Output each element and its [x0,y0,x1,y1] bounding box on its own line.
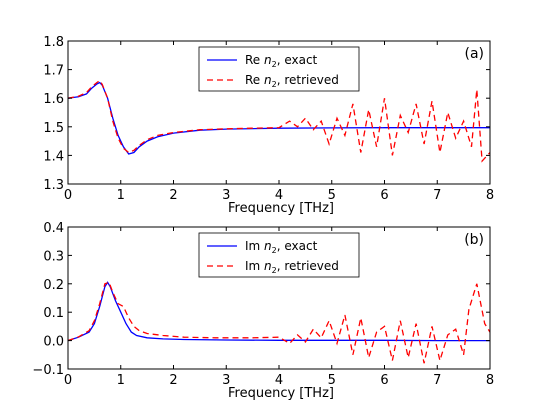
y-tick-label: 1.6 [43,92,64,107]
x-tick-label: 8 [486,188,494,203]
x-tick-label: 7 [433,188,441,203]
panel-label: (b) [464,232,484,248]
x-axis-label: Frequency [THz] [228,201,334,216]
x-tick-label: 4 [275,373,283,388]
y-tick-label: 1.4 [43,149,64,164]
x-tick-label: 2 [169,373,177,388]
legend: Re n2, exact Re n2, retrieved [198,46,360,92]
chart-panel-a: 0 1 2 3 4 5 6 7 8 1.3 1.4 1.5 1.6 1.7 1.8 Frequency [TH… [43,35,494,216]
x-tick-label: 3 [222,373,230,388]
y-tick-label: 0.2 [43,278,64,293]
y-tick-label: 1.5 [43,121,64,136]
x-tick-label: 3 [222,188,230,203]
legend-box [198,232,360,278]
legend-box [198,46,360,92]
x-tick-label: 0 [64,373,72,388]
y-tick-label: 0.3 [43,249,64,264]
chart-panel-b: 0 1 2 3 4 5 6 7 8 −0.1 0.0 0.1 0.2 0.3 0.4 Frequency [T… [32,221,494,401]
x-tick-label: 8 [486,373,494,388]
x-tick-label: 1 [117,373,125,388]
x-tick-label: 5 [328,188,336,203]
legend-entry: Re n2, exact [245,53,318,69]
legend: Im n2, exact Im n2, retrieved [198,232,360,278]
x-tick-label: 4 [275,188,283,203]
y-tick-label: −0.1 [32,363,64,378]
legend-entry: Im n2, retrieved [245,259,339,275]
y-tick-label: 1.8 [43,35,64,50]
y-tick-label: 0.4 [43,221,64,236]
legend-entry: Re n2, retrieved [245,73,339,89]
x-axis-label: Frequency [THz] [228,386,334,401]
y-tick-label: 0.0 [43,335,64,350]
x-tick-label: 6 [380,188,388,203]
series-line-exact [68,281,490,342]
x-tick-label: 7 [433,373,441,388]
legend-entry: Im n2, exact [245,239,318,255]
y-tick-label: 1.7 [43,64,64,79]
series-line-exact [68,81,490,155]
x-tick-label: 1 [117,188,125,203]
series-line-retrieved [68,79,490,163]
x-tick-label: 6 [380,373,388,388]
series-line-retrieved [68,281,490,364]
panel-label: (a) [464,46,484,62]
y-tick-label: 1.3 [43,178,64,193]
x-tick-label: 5 [328,373,336,388]
x-tick-label: 0 [64,188,72,203]
y-tick-label: 0.1 [43,306,64,321]
x-tick-label: 2 [169,188,177,203]
